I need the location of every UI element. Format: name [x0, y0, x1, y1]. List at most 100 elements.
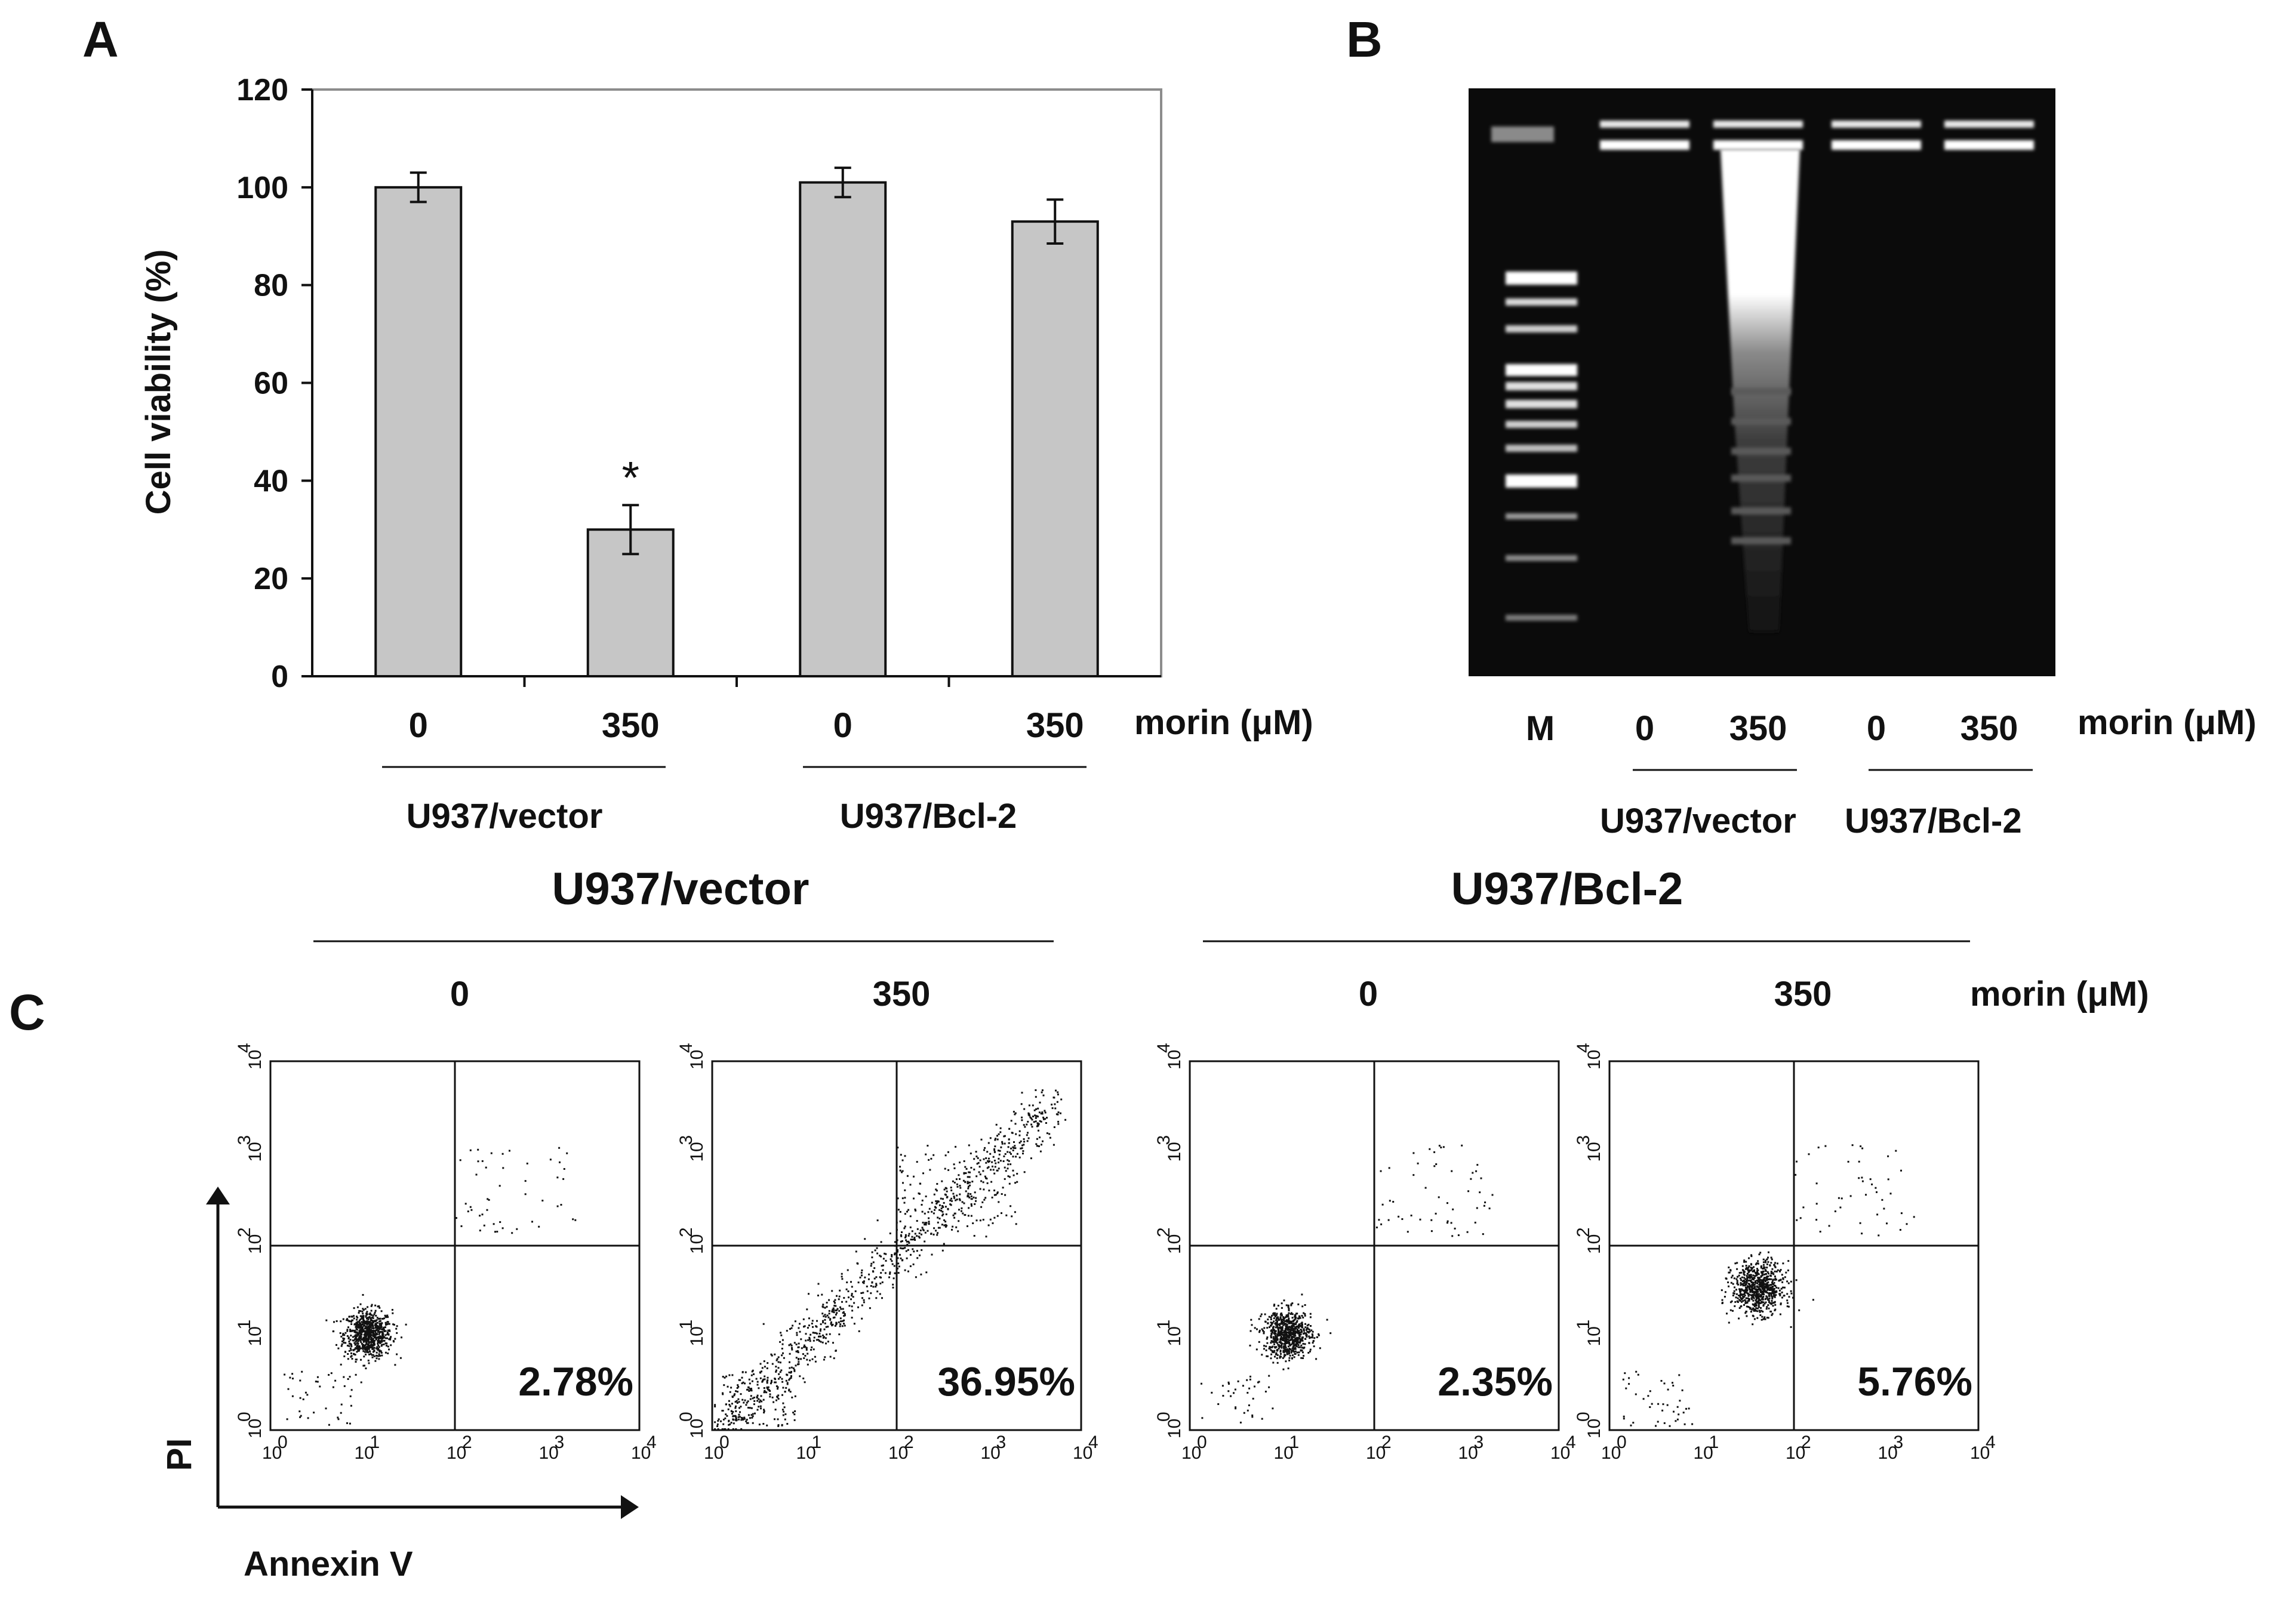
lane-label: 350 [1729, 709, 1787, 748]
x-category-label: 0 [409, 706, 428, 745]
well-band [1600, 121, 1689, 128]
x-tick-label: 10 [1274, 1443, 1294, 1463]
x-group-ticks [523, 676, 950, 687]
event-dots [714, 1089, 1067, 1430]
apoptosis-percent: 36.95% [937, 1359, 1075, 1404]
lane-label: 0 [1867, 709, 1886, 748]
y-tick-label: 10 [245, 1234, 265, 1254]
marker-well [1491, 127, 1554, 142]
pi-axis-label: PI [160, 1438, 199, 1471]
genomic-band [1944, 140, 2034, 150]
x-tick-exponent: 1 [1709, 1432, 1719, 1452]
dose-header: 0 [1359, 975, 1378, 1013]
marker-band [1506, 364, 1577, 376]
event-dots [1622, 1144, 1915, 1427]
x-category-labels: 0 350 0 350 [409, 706, 1084, 745]
x-tick-exponent: 0 [278, 1432, 288, 1452]
bar [799, 181, 887, 677]
lane-label: 0 [1635, 709, 1654, 748]
y-tick-label: 120 [236, 73, 288, 107]
marker-band [1506, 475, 1577, 488]
genomic-band [1832, 140, 1921, 150]
x-category-label: 350 [602, 706, 660, 745]
y-tick-label: 10 [687, 1050, 707, 1070]
well-band [1944, 121, 2034, 128]
y-tick-label: 10 [1165, 1050, 1184, 1070]
annexin-axis-label: Annexin V [244, 1545, 413, 1583]
x-tick-exponent: 2 [1381, 1432, 1392, 1452]
x-tick-label: 10 [1550, 1443, 1570, 1463]
y-tick-exponent: 0 [1574, 1412, 1593, 1422]
x-tick-exponent: 4 [647, 1432, 657, 1452]
y-tick-label: 10 [245, 1050, 265, 1070]
x-tick-label: 10 [1601, 1443, 1621, 1463]
y-tick-label: 10 [1584, 1234, 1604, 1254]
ladder-fragment [1731, 388, 1791, 395]
x-tick-exponent: 4 [1566, 1432, 1576, 1452]
y-tick-exponent: 4 [1154, 1043, 1174, 1053]
x-tick-exponent: 3 [555, 1432, 565, 1452]
x-tick-exponent: 3 [996, 1432, 1007, 1452]
y-tick-label: 10 [1165, 1326, 1184, 1346]
y-tick-exponent: 3 [235, 1135, 254, 1145]
y-tick-label: 0 [271, 660, 288, 694]
y-tick-exponent: 3 [676, 1135, 696, 1145]
gel-panel-b: M 0 350 0 350 morin (μM) U937/vector U937/Bc… [1469, 88, 2257, 840]
bar-chart-panel-a: 0 20 40 60 80 100 120 * Cell viability (%) 0 35… [139, 73, 1313, 836]
significance-star: * [621, 452, 639, 503]
panel-letter-c: C [9, 984, 45, 1040]
y-tick-exponent: 0 [676, 1412, 696, 1422]
y-tick-label: 20 [254, 562, 288, 596]
ladder-fragment [1731, 537, 1791, 544]
gel-lane-labels: M 0 350 0 350 [1526, 709, 2018, 748]
y-tick-label: 10 [687, 1234, 707, 1254]
y-ticks: 0 20 40 60 80 100 120 [236, 73, 312, 694]
y-tick-exponent: 4 [676, 1043, 696, 1053]
y-tick-exponent: 1 [1574, 1320, 1593, 1330]
x-tick-exponent: 1 [812, 1432, 822, 1452]
x-tick-exponent: 3 [1894, 1432, 1904, 1452]
y-tick-label: 10 [687, 1142, 707, 1161]
x-tick-label: 10 [1970, 1443, 1990, 1463]
bars: * [374, 167, 1099, 678]
x-tick-label: 10 [355, 1443, 374, 1463]
y-tick-label: 10 [245, 1419, 265, 1438]
x-tick-exponent: 0 [1197, 1432, 1207, 1452]
gel-group-label-vector: U937/vector [1600, 802, 1796, 840]
x-tick-label: 10 [888, 1443, 908, 1463]
lane-label: M [1526, 709, 1555, 748]
ladder-fragment [1731, 507, 1791, 514]
pi-arrow-head [206, 1187, 230, 1204]
y-tick-label: 10 [1584, 1142, 1604, 1161]
x-tick-exponent: 0 [719, 1432, 730, 1452]
x-category-label: 0 [833, 706, 852, 745]
y-tick-label: 10 [1165, 1419, 1184, 1438]
x-tick-label: 10 [1694, 1443, 1713, 1463]
group-header-vector: U937/vector [552, 864, 810, 914]
y-axis-label: Cell viability (%) [139, 249, 178, 515]
flow-panel-c: U937/vector U937/Bcl-2 morin (μM) 100100… [160, 864, 2149, 1583]
marker-band [1506, 400, 1577, 408]
treatment-label-b: morin (μM) [2078, 703, 2257, 742]
x-tick-label: 10 [1366, 1443, 1386, 1463]
y-tick-label: 40 [254, 464, 288, 498]
x-tick-label: 10 [1181, 1443, 1201, 1463]
x-tick-label: 10 [631, 1443, 651, 1463]
apoptosis-percent: 2.78% [518, 1359, 633, 1404]
y-tick-label: 10 [1584, 1326, 1604, 1346]
y-tick-label: 10 [1584, 1050, 1604, 1070]
y-tick-label: 10 [245, 1142, 265, 1161]
y-tick-label: 60 [254, 366, 288, 401]
x-tick-exponent: 2 [462, 1432, 472, 1452]
y-tick-exponent: 2 [1574, 1227, 1593, 1237]
x-tick-exponent: 4 [1986, 1432, 1996, 1452]
x-tick-label: 10 [1458, 1443, 1478, 1463]
x-tick-label: 10 [796, 1443, 816, 1463]
group-header-bcl2: U937/Bcl-2 [1451, 864, 1683, 914]
x-tick-label: 10 [262, 1443, 282, 1463]
marker-band [1506, 272, 1577, 285]
